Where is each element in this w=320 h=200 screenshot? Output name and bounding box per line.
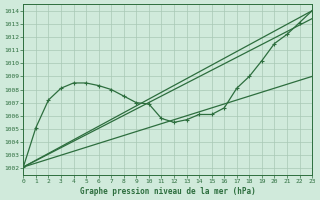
X-axis label: Graphe pression niveau de la mer (hPa): Graphe pression niveau de la mer (hPa): [80, 187, 256, 196]
